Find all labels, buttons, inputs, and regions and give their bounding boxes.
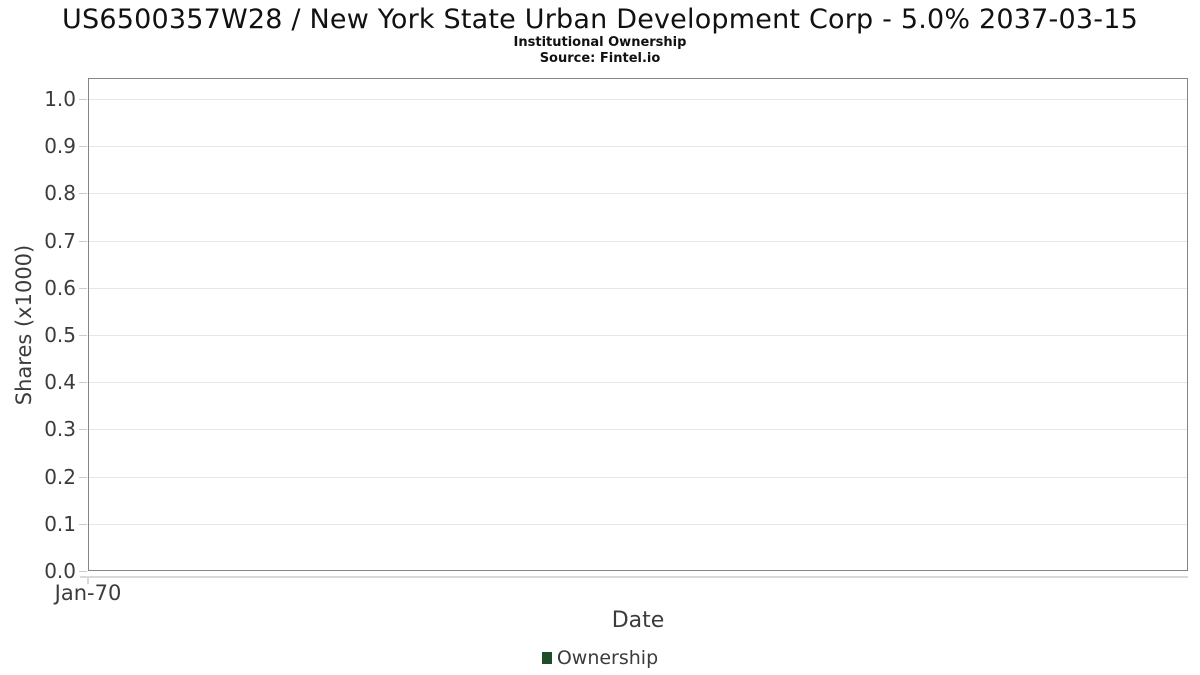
y-axis-tick-label: 0.0 — [44, 559, 76, 583]
chart-subtitle: Institutional Ownership — [513, 35, 687, 50]
gridline — [89, 240, 1187, 242]
plot-area — [88, 78, 1188, 571]
gridline — [89, 287, 1187, 289]
y-axis-tick-mark — [79, 382, 87, 384]
y-axis-tick-label: 0.4 — [44, 370, 76, 395]
y-axis-tick-mark — [79, 193, 87, 195]
legend-label: Ownership — [556, 647, 659, 669]
x-axis-tick-label: Jan-70 — [54, 581, 122, 605]
gridline — [89, 335, 1187, 336]
y-axis-tick-label: 1.0 — [44, 87, 76, 111]
x-axis-tick-mark — [87, 578, 89, 584]
y-axis-tick-mark — [79, 523, 87, 525]
y-axis-tick-mark — [79, 571, 87, 572]
y-axis-title: Shares (x1000) — [12, 244, 36, 406]
y-axis-tick-label: 0.9 — [44, 134, 76, 159]
gridline — [89, 146, 1187, 148]
gridline — [89, 476, 1187, 478]
x-axis-line — [80, 576, 1188, 578]
chart-source: Source: Fintel.io — [539, 51, 661, 66]
y-axis-tick-label: 0.3 — [44, 417, 76, 442]
y-axis-tick-label: 0.5 — [44, 323, 76, 347]
gridline — [89, 382, 1187, 384]
gridline — [89, 99, 1187, 100]
legend-marker-square-icon — [541, 652, 552, 664]
y-axis-tick-label: 0.8 — [44, 181, 76, 206]
y-axis-tick-mark — [79, 335, 87, 336]
y-axis-tick-label: 0.2 — [44, 464, 76, 489]
y-axis-tick-label: 0.1 — [44, 511, 76, 536]
gridline — [89, 429, 1187, 431]
x-axis-title: Date — [611, 608, 665, 633]
y-axis-tick-mark — [79, 99, 87, 100]
y-axis-tick-mark — [79, 429, 87, 431]
gridline — [89, 193, 1187, 195]
y-axis-tick-label: 0.6 — [44, 275, 76, 300]
y-axis-tick-mark — [79, 240, 87, 242]
y-axis-tick-label: 0.7 — [44, 228, 76, 253]
y-axis-tick-mark — [79, 146, 87, 148]
legend: Ownership — [0, 645, 1200, 671]
y-axis-tick-mark — [79, 476, 87, 478]
chart-title: US6500357W28 / New York State Urban Deve… — [62, 4, 1138, 35]
y-axis-tick-mark — [79, 287, 87, 289]
legend-item-ownership[interactable]: Ownership — [541, 647, 659, 669]
gridline — [89, 523, 1187, 525]
